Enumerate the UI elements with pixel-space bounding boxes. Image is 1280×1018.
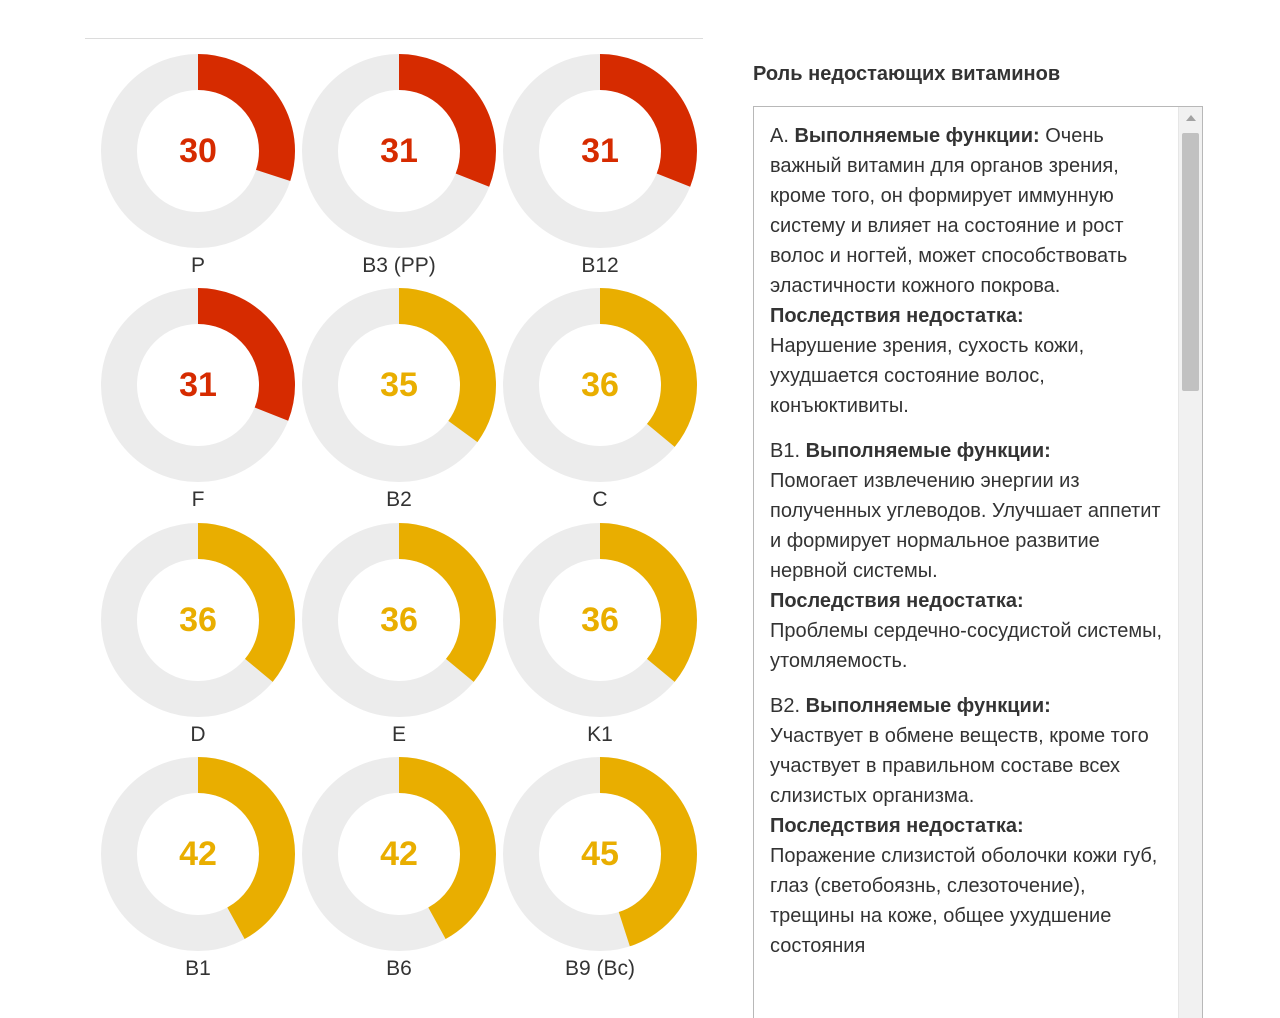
consequences-text: Нарушение зрения, сухость кожи, ухудшает… [770,335,1085,417]
vitamin-donut: 31 B3 (PP) [299,54,499,290]
consequences-label: Последствия недостатка: [770,305,1024,327]
vitamin-donut: 36 D [98,523,298,759]
donut-value-arc [302,54,496,248]
donut-chart [503,523,697,717]
panel-title: Роль недостающих витаминов [753,63,1061,85]
donut-chart [302,54,496,248]
vitamin-name: A. [770,125,789,147]
donut-value-label: 31 [179,366,217,404]
donut-value-label: 35 [380,366,418,404]
vitamin-label: F [191,488,205,511]
donut-value-arc [101,523,295,717]
donut-value-arc [503,757,697,951]
consequences-text: Поражение слизистой оболочки кожи губ, г… [770,845,1158,957]
consequences-label: Последствия недостатка: [770,590,1024,612]
donut-value-label: 31 [581,132,619,170]
vitamin-donut: 42 B1 [98,757,298,993]
donut-value-arc [503,523,697,717]
donut-chart [101,288,295,482]
vitamin-donut-grid: 30 P 31 B3 (PP) 31 B12 31 F 35 B2 36 C 36 D 36 E 36 K1 42 B… [98,54,700,993]
vitamin-label: P [190,254,205,277]
donut-value-label: 36 [179,601,217,639]
donut-value-arc [302,523,496,717]
donut-value-label: 45 [581,835,619,873]
donut-chart [101,54,295,248]
donut-value-label: 36 [581,366,619,404]
donut-chart [503,54,697,248]
vitamin-donut: 36 K1 [500,523,700,759]
consequences-text: Проблемы сердечно-сосудистой системы, ут… [770,620,1163,672]
donut-value-label: 36 [581,601,619,639]
donut-value-label: 31 [380,132,418,170]
donut-chart [302,288,496,482]
donut-chart [101,523,295,717]
vitamin-label: E [391,723,406,746]
functions-label: Выполняемые функции: [794,125,1040,147]
vitamin-info-content: A. Выполняемые функции: Очень важный вит… [770,121,1170,976]
vitamin-donut: 35 B2 [299,288,499,524]
vitamin-name: B2. [770,695,801,717]
donut-value-arc [101,757,295,951]
functions-text: Очень важный витамин для органов зрения,… [770,125,1128,297]
vitamin-entry-b2: B2. Выполняемые функции: Участвует в обм… [770,691,1170,961]
vitamin-label: B1 [185,957,211,980]
consequences-label: Последствия недостатка: [770,815,1024,837]
scrollbar-thumb[interactable] [1182,133,1199,391]
donut-chart [101,757,295,951]
vitamin-donut: 36 C [500,288,700,524]
donut-value-label: 42 [380,835,418,873]
vitamin-label: B6 [386,957,412,980]
vitamin-donut: 31 F [98,288,298,524]
scroll-up-button[interactable] [1179,107,1202,129]
vitamin-label: C [592,488,608,511]
vitamin-label: D [190,723,206,746]
functions-text: Помогает извлечению энергии из полученны… [770,470,1161,582]
functions-text: Участвует в обмене веществ, кроме того у… [770,725,1149,807]
functions-label: Выполняемые функции: [805,440,1051,462]
vitamin-donut: 42 B6 [299,757,499,993]
functions-label: Выполняемые функции: [805,695,1051,717]
donut-value-arc [101,54,295,248]
vitamin-label: K1 [587,723,613,746]
vitamin-donut: 36 E [299,523,499,759]
donut-value-label: 42 [179,835,217,873]
vitamin-donut: 45 B9 (Bc) [500,757,700,993]
vitamin-info-panel[interactable]: A. Выполняемые функции: Очень важный вит… [753,106,1203,1018]
vitamin-donut: 30 P [98,54,298,290]
donut-value-arc [302,288,496,482]
vitamin-name: B1. [770,440,801,462]
donut-chart [302,523,496,717]
vitamin-label: B12 [581,254,619,277]
donut-value-label: 30 [179,132,217,170]
donut-value-arc [302,757,496,951]
donut-chart [302,757,496,951]
donut-value-arc [101,288,295,482]
panel-scrollbar[interactable] [1178,107,1202,1018]
donut-value-arc [503,54,697,248]
vitamin-label: B9 (Bc) [564,957,635,980]
donut-chart [503,288,697,482]
donut-chart [503,757,697,951]
vitamin-donut: 31 B12 [500,54,700,290]
vitamin-label: B2 [386,488,412,511]
top-divider [85,38,703,39]
vitamin-entry-a: A. Выполняемые функции: Очень важный вит… [770,121,1170,421]
triangle-up-icon [1185,115,1196,121]
donut-value-arc [503,288,697,482]
vitamin-label: B3 (PP) [362,254,436,277]
vitamin-entry-b1: B1. Выполняемые функции: Помогает извлеч… [770,436,1170,676]
donut-value-label: 36 [380,601,418,639]
